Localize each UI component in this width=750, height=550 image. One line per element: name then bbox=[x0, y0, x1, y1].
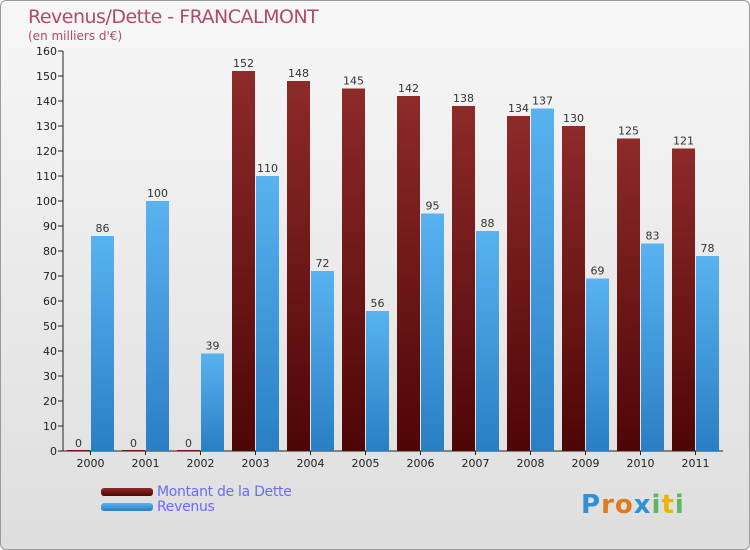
bar-debt bbox=[452, 106, 475, 451]
labels: 0 0 0 152 148 145 142 138 134 130 125 121 86 100 39 110… bbox=[75, 57, 715, 450]
x-tick-label: 2005 bbox=[352, 457, 380, 470]
bar-revenus bbox=[311, 271, 334, 451]
data-label: 69 bbox=[591, 265, 605, 278]
bar-revenus bbox=[531, 108, 554, 451]
data-label: 137 bbox=[532, 95, 553, 108]
bar-debt bbox=[287, 81, 310, 451]
x-tick-label: 2001 bbox=[132, 457, 160, 470]
bars bbox=[67, 71, 719, 451]
x-tick-label: 2004 bbox=[297, 457, 325, 470]
legend-swatch-debt bbox=[101, 488, 153, 496]
data-label: 110 bbox=[257, 162, 278, 175]
chart-title: Revenus/Dette - FRANCALMONT bbox=[28, 6, 319, 28]
bar-revenus bbox=[421, 213, 444, 451]
data-label: 152 bbox=[233, 57, 254, 70]
axes: 0 10 20 30 40 50 60 70 80 90 100 110 120 130 140 150 160… bbox=[36, 45, 723, 470]
data-label: 138 bbox=[453, 92, 474, 105]
x-tick-label: 2007 bbox=[462, 457, 490, 470]
data-label: 125 bbox=[618, 125, 639, 138]
data-label: 100 bbox=[147, 187, 168, 200]
bar-debt bbox=[67, 450, 90, 451]
legend-label-revenus: Revenus bbox=[157, 499, 215, 515]
data-label: 78 bbox=[701, 242, 715, 255]
data-label: 134 bbox=[508, 102, 529, 115]
y-tick-label: 100 bbox=[36, 195, 57, 208]
data-label: 72 bbox=[316, 257, 330, 270]
bar-debt bbox=[342, 88, 365, 451]
data-label: 121 bbox=[673, 135, 694, 148]
y-tick-label: 110 bbox=[36, 170, 57, 183]
y-tick-label: 30 bbox=[43, 370, 57, 383]
bar-revenus bbox=[366, 311, 389, 451]
legend-swatch-revenus bbox=[101, 503, 153, 511]
logo-letter: i bbox=[651, 490, 662, 520]
data-label: 39 bbox=[206, 340, 220, 353]
bar-revenus bbox=[91, 236, 114, 451]
data-label: 130 bbox=[563, 112, 584, 125]
bar-revenus bbox=[586, 278, 609, 451]
bar-debt bbox=[177, 450, 200, 451]
bar-debt bbox=[507, 116, 530, 451]
data-label: 86 bbox=[96, 222, 110, 235]
y-tick-label: 90 bbox=[43, 220, 57, 233]
y-tick-label: 70 bbox=[43, 270, 57, 283]
x-tick-label: 2011 bbox=[682, 457, 710, 470]
data-label: 148 bbox=[288, 67, 309, 80]
bar-revenus bbox=[641, 243, 664, 451]
y-tick-label: 40 bbox=[43, 345, 57, 358]
data-label: 145 bbox=[343, 75, 364, 88]
y-tick-label: 80 bbox=[43, 245, 57, 258]
logo-letter: i bbox=[674, 490, 685, 520]
y-tick-label: 140 bbox=[36, 95, 57, 108]
logo-letter: o bbox=[614, 490, 634, 520]
x-tick-label: 2002 bbox=[187, 457, 215, 470]
data-label: 0 bbox=[75, 437, 82, 450]
y-tick-label: 50 bbox=[43, 320, 57, 333]
bar-revenus bbox=[146, 201, 169, 451]
data-label: 0 bbox=[185, 437, 192, 450]
data-label: 142 bbox=[398, 82, 419, 95]
y-tick-label: 130 bbox=[36, 120, 57, 133]
data-label: 83 bbox=[646, 230, 660, 243]
bar-debt bbox=[397, 96, 420, 451]
bar-debt bbox=[122, 450, 145, 451]
bar-debt bbox=[562, 126, 585, 451]
legend-label-debt: Montant de la Dette bbox=[157, 484, 292, 500]
data-label: 56 bbox=[371, 297, 385, 310]
y-tick-label: 60 bbox=[43, 295, 57, 308]
x-tick-label: 2010 bbox=[627, 457, 655, 470]
bar-debt bbox=[232, 71, 255, 451]
bar-debt bbox=[672, 148, 695, 451]
chart-subtitle: (en milliers d'€) bbox=[28, 29, 123, 43]
x-tick-label: 2000 bbox=[77, 457, 105, 470]
bar-revenus bbox=[256, 176, 279, 451]
y-tick-label: 0 bbox=[50, 445, 57, 458]
data-label: 95 bbox=[426, 200, 440, 213]
logo-letter: t bbox=[661, 490, 675, 520]
bar-revenus bbox=[696, 256, 719, 451]
logo-letter: r bbox=[601, 490, 615, 520]
x-tick-label: 2008 bbox=[517, 457, 545, 470]
y-tick-label: 120 bbox=[36, 145, 57, 158]
data-label: 0 bbox=[130, 437, 137, 450]
y-tick-label: 10 bbox=[43, 420, 57, 433]
logo-letter: x bbox=[633, 490, 652, 520]
data-label: 88 bbox=[481, 217, 495, 230]
logo-letter: P bbox=[581, 490, 602, 520]
y-tick-label: 20 bbox=[43, 395, 57, 408]
y-tick-label: 150 bbox=[36, 70, 57, 83]
x-tick-label: 2003 bbox=[242, 457, 270, 470]
proxiti-logo: Proxiti bbox=[581, 490, 685, 520]
x-tick-label: 2006 bbox=[407, 457, 435, 470]
bar-debt bbox=[617, 138, 640, 451]
bar-revenus bbox=[201, 353, 224, 451]
bar-revenus bbox=[476, 231, 499, 451]
y-tick-label: 160 bbox=[36, 45, 57, 58]
x-tick-label: 2009 bbox=[572, 457, 600, 470]
